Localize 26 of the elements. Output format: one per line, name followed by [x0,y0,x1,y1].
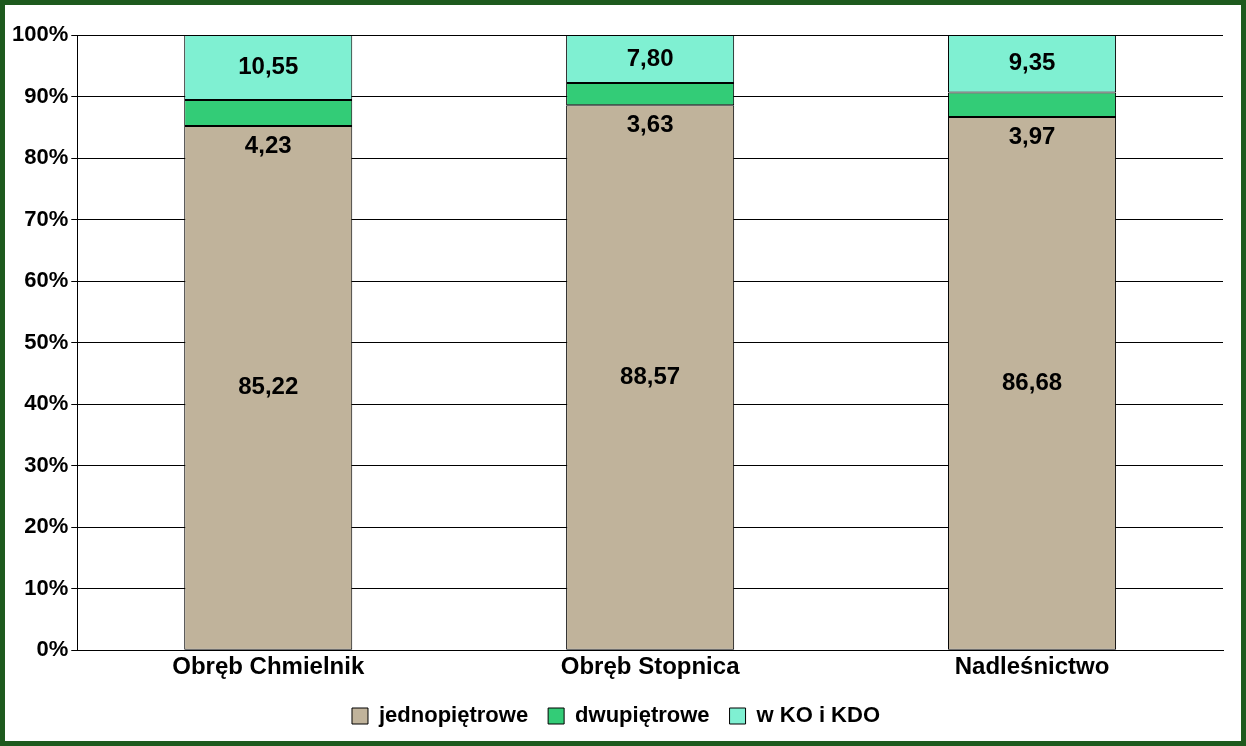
data-label: 85,22 [238,372,299,400]
y-tick-label: 50% [24,328,69,354]
y-tick-label: 70% [24,205,69,231]
data-label: 86,68 [1002,367,1063,395]
y-tick-label: 60% [24,267,69,293]
data-label: 9,35 [1008,48,1056,76]
x-tick-label: Obręb Stopnica [560,652,741,680]
y-tick-label: 30% [24,451,69,477]
data-label: 4,23 [244,130,292,158]
data-label: 3,63 [626,109,674,137]
y-tick-label: 0% [36,636,69,662]
y-tick-label: 40% [24,390,69,416]
y-tick-label: 10% [24,574,69,600]
data-label: 10,55 [238,52,299,80]
data-label: 7,80 [626,43,674,71]
x-tick-label: Nadleśnictwo [954,652,1110,680]
legend-label: w KO i KDO [755,702,881,728]
y-tick-label: 100% [11,21,69,47]
legend-label: jednopiętrowe [377,702,529,728]
data-label: 88,57 [620,362,681,390]
data-label: 3,97 [1008,121,1056,149]
x-tick-label: Obręb Chmielnik [172,652,365,680]
y-tick-label: 90% [24,82,69,108]
y-tick-label: 80% [24,144,69,170]
legend-label: dwupiętrowe [575,702,710,728]
y-tick-label: 20% [24,513,69,539]
